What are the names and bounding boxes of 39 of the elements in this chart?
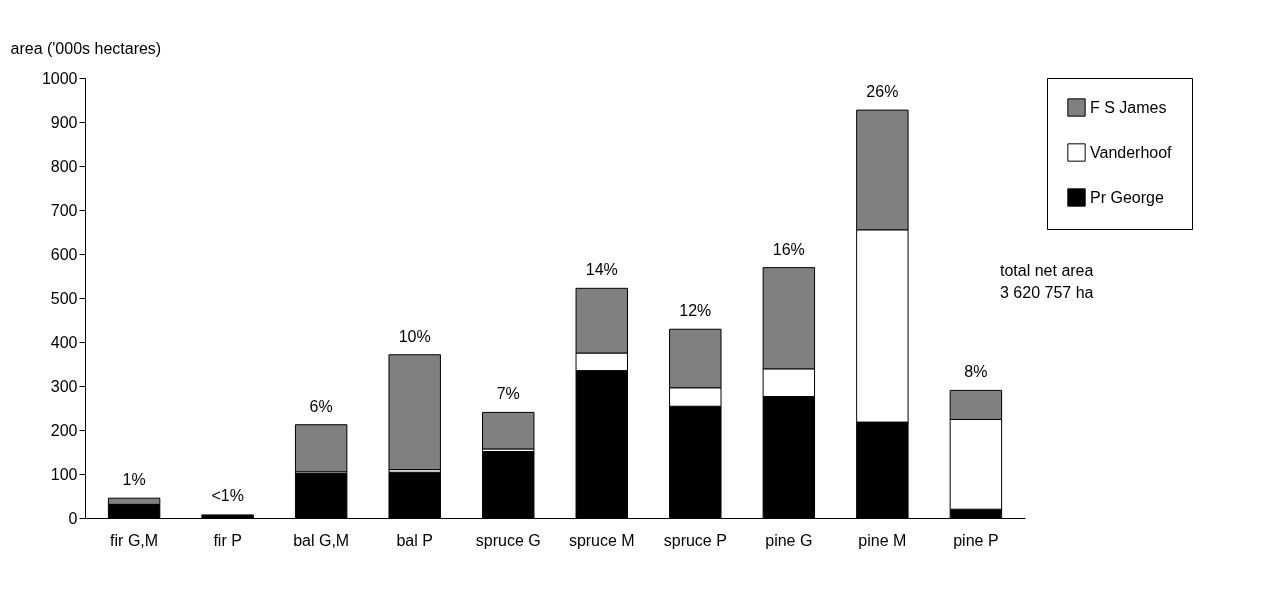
x-tick-label: spruce P	[663, 531, 727, 549]
bar	[482, 411, 535, 450]
annotation: 12%	[679, 302, 712, 320]
legend-label: Vanderhoof	[1090, 143, 1173, 161]
x-tick-label: fir P	[213, 531, 242, 549]
bar	[388, 354, 441, 471]
annotation: 16%	[772, 240, 805, 258]
annotation: 7%	[496, 385, 520, 403]
x-tick-label: fir G,M	[110, 531, 159, 549]
y-axis-title: area ('000s hectares)	[10, 39, 162, 57]
y-tick-label: 900	[50, 113, 78, 131]
x-tick-label: pine M	[858, 531, 907, 549]
annotation: <1%	[211, 487, 244, 505]
x-tick-label: spruce M	[568, 531, 635, 549]
y-tick-label: 400	[50, 333, 78, 351]
annotation: 1%	[122, 471, 146, 489]
bar	[294, 424, 348, 473]
annotation: 14%	[585, 261, 618, 279]
y-tick-label: 500	[50, 289, 78, 307]
annotation: 8%	[964, 363, 988, 381]
y-tick-label: 800	[50, 157, 78, 175]
y-tick-label: 100	[50, 465, 78, 483]
y-tick-label: 600	[50, 245, 78, 263]
annotation: 6%	[309, 397, 333, 415]
y-tick-label: 700	[50, 201, 78, 219]
x-tick-label: pine P	[953, 531, 999, 549]
x-tick-label: bal P	[396, 531, 433, 549]
y-tick-label: 1000	[41, 69, 78, 87]
legend-label: Pr George	[1090, 188, 1164, 206]
annotation: 10%	[398, 327, 431, 345]
y-tick-label: 300	[50, 377, 78, 395]
annotation: total net area 3 620 757 ha	[1000, 262, 1094, 301]
x-tick-label: pine G	[765, 531, 813, 549]
y-tick-label: 200	[50, 421, 78, 439]
x-tick-label: bal G,M	[293, 531, 350, 549]
legend-label: F S James	[1090, 98, 1167, 116]
x-tick-label: spruce G	[475, 531, 541, 549]
y-tick-label: 0	[68, 509, 78, 527]
annotation: 26%	[866, 83, 899, 101]
